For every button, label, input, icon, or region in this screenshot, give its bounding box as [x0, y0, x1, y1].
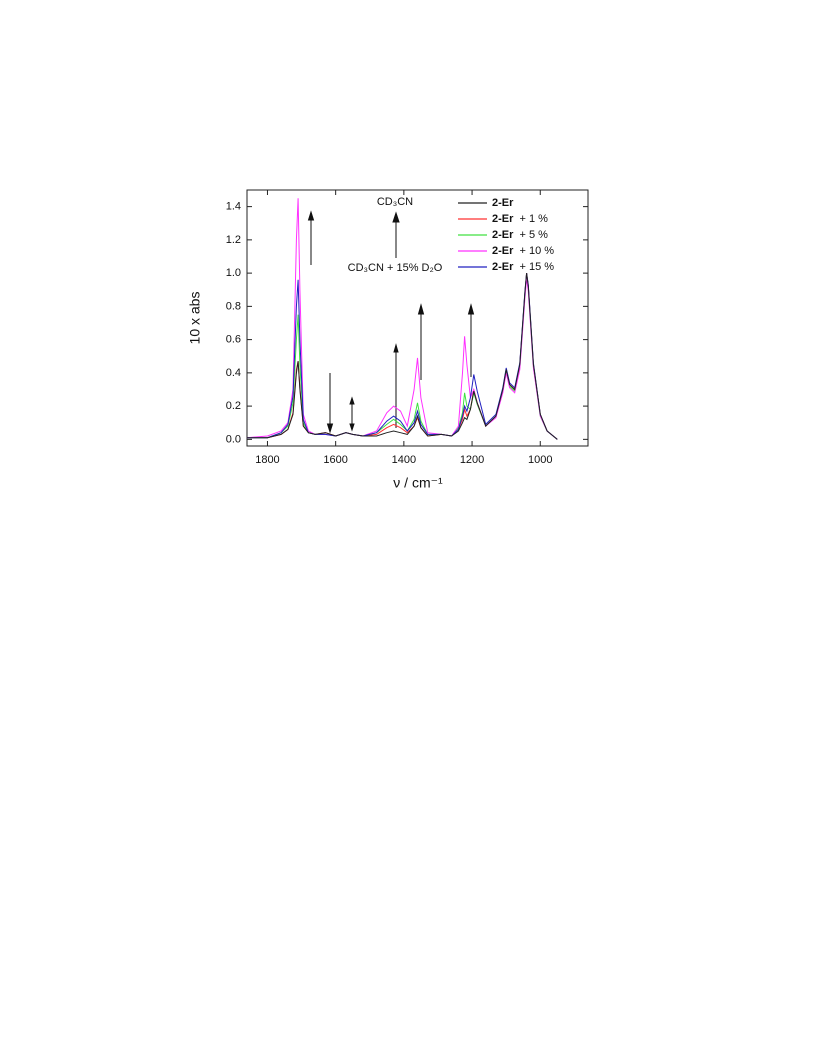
legend-label: 2-Er + 5 % — [492, 229, 548, 241]
annotation: CD₃CN — [377, 196, 413, 208]
y-tick-label: 0.2 — [226, 400, 241, 412]
x-tick-label: 1800 — [255, 454, 279, 466]
y-axis-label: 10 x abs — [187, 292, 203, 345]
legend-label: 2-Er + 1 % — [492, 213, 548, 225]
y-tick-label: 0.8 — [226, 300, 241, 312]
x-axis-label: ν / cm⁻¹ — [393, 475, 443, 491]
legend-label: 2-Er — [492, 197, 514, 209]
y-tick-label: 0.0 — [226, 433, 241, 445]
x-tick-label: 1600 — [323, 454, 347, 466]
x-tick-label: 1000 — [528, 454, 552, 466]
y-tick-label: 1.2 — [226, 234, 241, 246]
legend-label: 2-Er + 10 % — [492, 245, 554, 257]
x-tick-label: 1400 — [392, 454, 416, 466]
annotation: CD₃CN + 15% D₂O — [348, 262, 443, 274]
y-tick-label: 0.6 — [226, 334, 241, 346]
y-tick-label: 1.4 — [226, 201, 241, 213]
y-tick-label: 1.0 — [226, 267, 241, 279]
series-line — [246, 198, 558, 440]
plot-frame — [246, 189, 589, 447]
series-line — [247, 273, 558, 440]
y-tick-label: 0.4 — [226, 367, 241, 379]
x-tick-label: 1200 — [460, 454, 484, 466]
legend-label: 2-Er + 15 % — [492, 261, 554, 273]
arrows — [307, 210, 475, 434]
